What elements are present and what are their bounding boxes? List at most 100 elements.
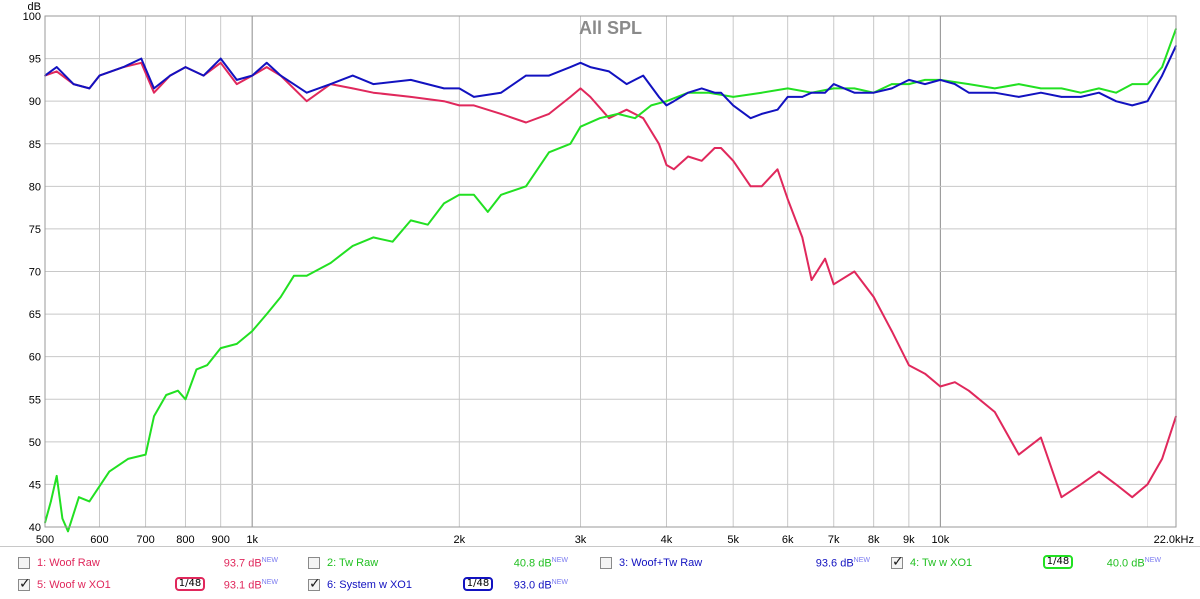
data-point-system-w-xo1 [608,70,610,73]
data-point-tw-w-xo1 [569,143,572,145]
data-point-system-w-xo1 [908,79,910,81]
data-point-woof-w-xo1 [786,198,789,200]
data-point-system-w-xo1 [994,91,996,94]
data-point-tw-w-xo1 [177,389,179,392]
x-tick-label: 4k [661,534,673,546]
series-line-system-w-xo1 [44,45,1177,120]
data-point-system-w-xo1 [732,104,734,107]
tw-raw-value: 40.8 dBNEW [513,557,568,570]
x-tick-label: 8k [868,534,880,546]
data-point-woof-w-xo1 [500,113,502,115]
data-point-tw-w-xo1 [88,500,91,503]
data-point-tw-w-xo1 [1146,83,1149,85]
data-point-system-w-xo1 [1146,100,1149,102]
data-point-system-w-xo1 [760,113,763,115]
y-tick-label: 85 [29,139,41,151]
woof-tw-raw-label: 3: Woof+Tw Raw [619,557,703,569]
data-point-tw-w-xo1 [650,104,652,107]
data-point-woof-w-xo1 [924,372,926,375]
system-xo1-value: 93.0 dBNEW [513,579,568,592]
data-point-woof-w-xo1 [732,160,734,162]
woof-xo1-smoothing-button[interactable]: 1/48 [175,577,205,591]
y-tick-label: 40 [29,522,41,534]
data-point-woof-w-xo1 [810,279,813,281]
data-point-system-w-xo1 [98,74,101,77]
chart-title: All SPL [579,18,642,38]
data-point-woof-w-xo1 [1115,483,1117,486]
data-point-woof-w-xo1 [908,364,910,367]
data-point-tw-w-xo1 [55,475,58,477]
data-point-system-w-xo1 [642,74,644,77]
data-point-system-w-xo1 [265,62,268,64]
x-tick-label: 700 [136,534,154,546]
data-point-system-w-xo1 [713,91,716,94]
data-point-system-w-xo1 [55,66,58,68]
x-tick-label: 900 [211,534,229,546]
woof-xo1-value: 93.1 dBNEW [223,579,278,592]
data-point-tw-w-xo1 [634,117,636,119]
system-xo1-checkbox[interactable] [308,576,321,592]
legend-item-woof-raw: 1: Woof Raw 93.7 dBNEW [18,555,288,573]
y-axis-label: dB [28,1,41,13]
data-point-system-w-xo1 [372,83,375,85]
legend-item-tw-xo1: 4: Tw w XO1 1/48 40.0 dBNEW [891,554,1181,573]
woof-xo1-label: 5: Woof w XO1 [37,579,111,591]
data-point-tw-w-xo1 [427,223,429,226]
data-point-tw-w-xo1 [458,194,461,196]
tw-xo1-smoothing-button[interactable]: 1/48 [1043,555,1073,569]
data-point-woof-w-xo1 [642,117,644,119]
data-point-woof-w-xo1 [673,168,675,171]
y-tick-label: 95 [29,54,41,66]
tw-raw-checkbox[interactable] [308,557,320,569]
data-point-woof-w-xo1 [1098,470,1100,473]
data-point-woof-w-xo1 [548,113,550,115]
data-point-woof-w-xo1 [153,91,155,94]
data-point-system-w-xo1 [351,74,354,77]
woof-tw-raw-checkbox[interactable] [600,557,612,569]
data-point-woof-w-xo1 [801,236,804,239]
series-tw-w-xo1 [44,28,1177,533]
y-tick-label: 55 [29,394,41,406]
data-point-tw-w-xo1 [293,275,295,277]
data-point-woof-w-xo1 [305,100,308,102]
data-point-tw-w-xo1 [1060,87,1063,90]
data-point-system-w-xo1 [954,83,956,85]
tw-xo1-checkbox[interactable] [891,554,904,570]
data-point-woof-w-xo1 [140,62,143,64]
data-point-woof-w-xo1 [1131,496,1133,499]
data-point-woof-w-xo1 [720,147,722,149]
data-point-woof-w-xo1 [55,70,58,73]
data-point-tw-w-xo1 [410,219,412,222]
data-point-tw-w-xo1 [195,368,198,371]
data-point-woof-w-xo1 [1161,458,1163,460]
data-point-system-w-xo1 [625,83,628,85]
data-point-system-w-xo1 [443,87,445,90]
data-point-tw-w-xo1 [372,236,375,239]
data-point-system-w-xo1 [939,79,942,81]
data-point-tw-w-xo1 [1018,83,1020,85]
data-point-system-w-xo1 [749,117,752,119]
data-point-woof-w-xo1 [700,160,703,162]
data-point-tw-w-xo1 [908,83,910,85]
data-point-tw-w-xo1 [599,117,601,119]
data-point-system-w-xo1 [279,74,282,77]
data-point-tw-w-xo1 [1161,66,1163,68]
woof-xo1-checkbox[interactable] [18,576,31,592]
y-tick-label: 75 [29,224,41,236]
data-point-tw-w-xo1 [525,185,527,188]
data-point-tw-w-xo1 [1115,91,1117,94]
data-point-tw-w-xo1 [144,453,147,456]
data-point-system-w-xo1 [410,79,412,81]
data-point-woof-w-xo1 [351,87,354,90]
data-point-system-w-xo1 [236,79,238,81]
data-point-system-w-xo1 [473,96,475,98]
system-xo1-smoothing-button[interactable]: 1/48 [463,577,493,591]
data-point-woof-w-xo1 [1080,483,1082,486]
data-point-woof-w-xo1 [749,185,752,188]
data-point-tw-w-xo1 [184,398,187,401]
data-point-tw-w-xo1 [165,394,167,396]
data-point-woof-w-xo1 [525,121,527,124]
data-point-tw-w-xo1 [219,347,222,349]
data-point-system-w-xo1 [1080,96,1082,98]
woof-raw-checkbox[interactable] [18,557,30,569]
